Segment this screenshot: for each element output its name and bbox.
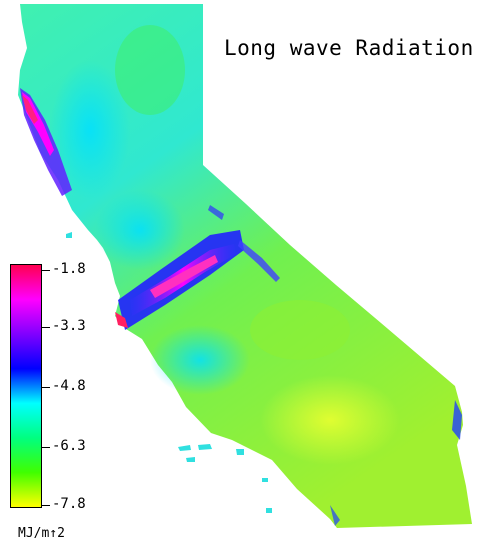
legend-unit: MJ/m↑2 — [18, 526, 65, 541]
legend-tick — [42, 270, 50, 271]
legend-tick — [42, 327, 50, 328]
island-5 — [266, 508, 272, 513]
map-title: Long wave Radiation — [224, 36, 474, 60]
legend-tick-label: -1.8 — [52, 261, 86, 277]
island-6 — [262, 478, 268, 482]
island-3 — [186, 457, 195, 462]
legend-tick — [42, 387, 50, 388]
color-legend-bar — [10, 264, 42, 508]
legend-tick — [42, 447, 50, 448]
legend-tick-label: -4.8 — [52, 378, 86, 394]
island-4 — [236, 449, 244, 455]
legend-tick-label: -6.3 — [52, 438, 86, 454]
legend-tick-label: -3.3 — [52, 318, 86, 334]
legend-tick — [42, 505, 50, 506]
island-7 — [66, 232, 72, 238]
island-1 — [178, 445, 191, 451]
island-2 — [198, 444, 212, 450]
legend-tick-label: -7.8 — [52, 496, 86, 512]
